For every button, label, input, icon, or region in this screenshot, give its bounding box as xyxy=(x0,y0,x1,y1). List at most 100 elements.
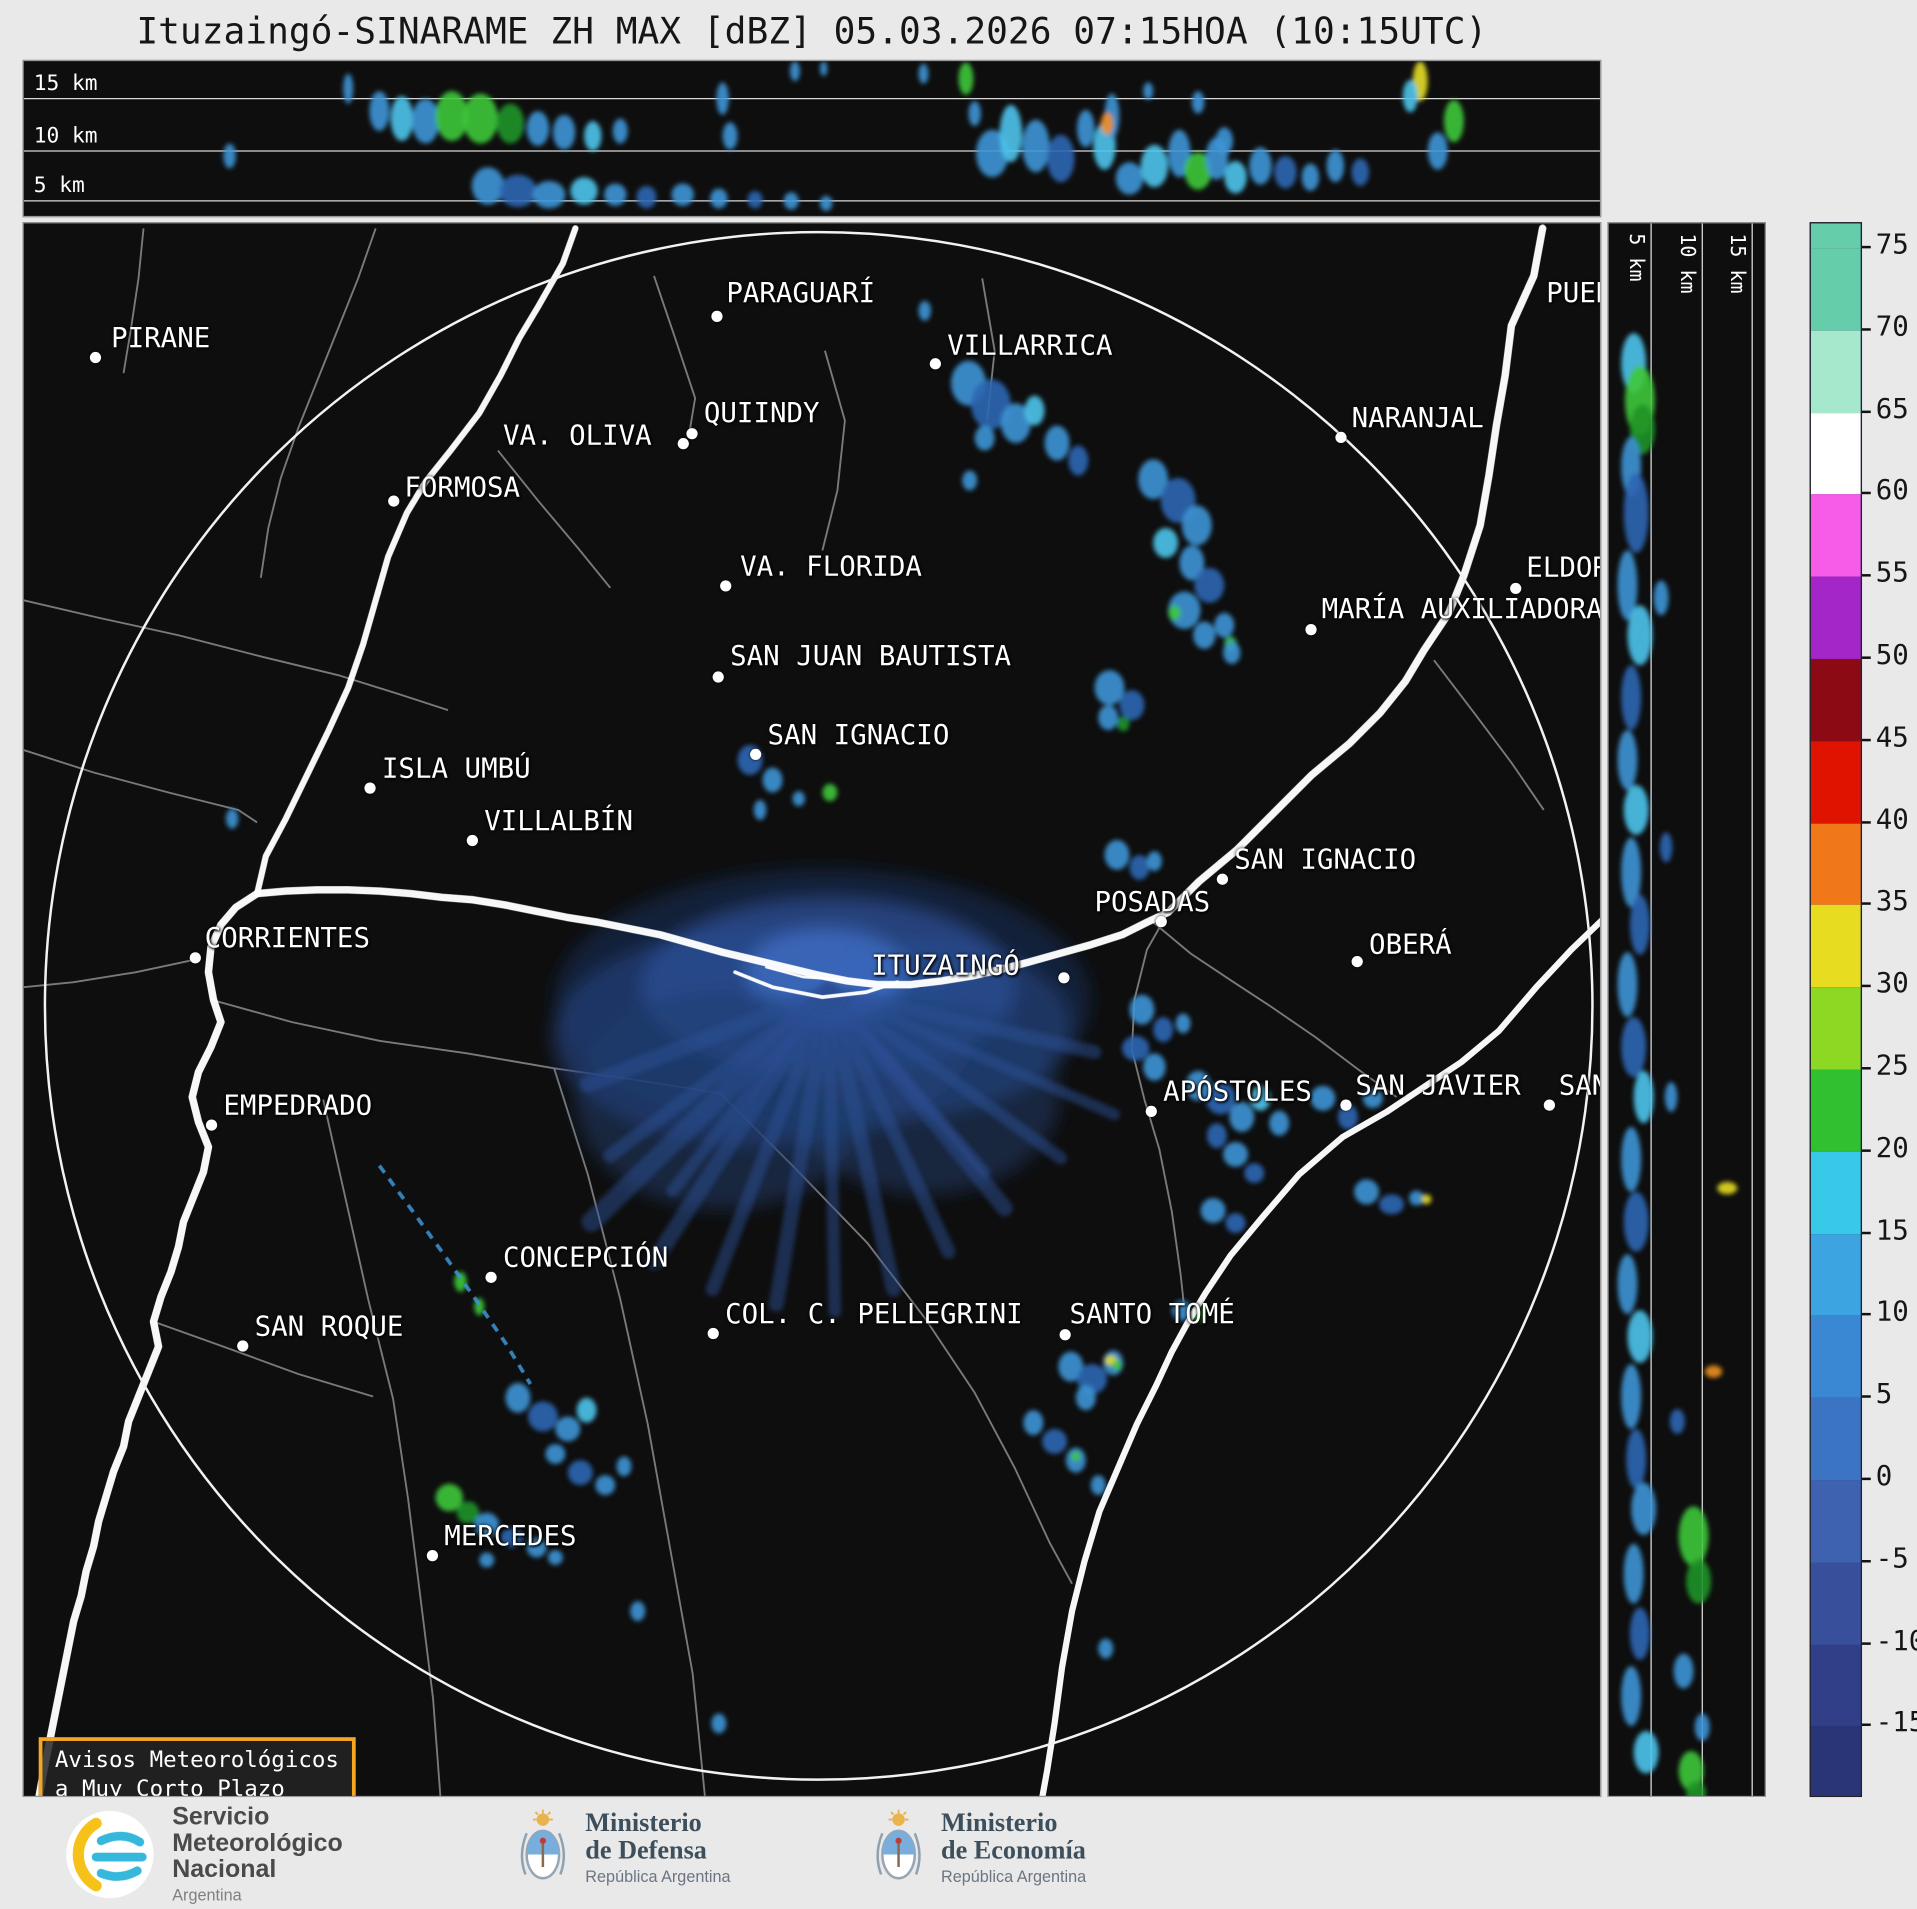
echo-blob xyxy=(1171,1300,1192,1321)
echo-blob xyxy=(1351,158,1370,186)
echo-blob xyxy=(499,174,537,208)
admin-boundary xyxy=(23,749,258,824)
echo-blob xyxy=(1621,665,1642,731)
echo-blob xyxy=(1631,1482,1657,1536)
echo-blob xyxy=(822,783,838,802)
echo-blob xyxy=(604,183,627,206)
city-label: FORMOSA xyxy=(404,472,521,505)
echo-blob xyxy=(1047,134,1075,183)
echo-blob xyxy=(783,192,799,210)
city-dot xyxy=(485,1271,497,1283)
clutter-spoke xyxy=(821,984,956,1259)
admin-boundary xyxy=(1152,921,1398,1098)
echo-blob xyxy=(1362,1088,1383,1109)
echo-blob xyxy=(435,1483,464,1512)
radar-map-plot xyxy=(23,224,1600,1796)
echo-blob xyxy=(1111,1360,1122,1371)
echo-blob xyxy=(1621,1126,1642,1192)
echo-blob xyxy=(1181,505,1212,546)
echo-blob xyxy=(1022,119,1050,173)
city-dot xyxy=(929,358,941,370)
echo-blob xyxy=(1215,127,1234,155)
colorbar-tick-label: 20 xyxy=(1875,1132,1909,1165)
echo-blob xyxy=(390,96,414,142)
colorbar-band-10 xyxy=(1810,1233,1861,1316)
city-label: SAN ROQUE xyxy=(254,1311,404,1343)
echo-blob xyxy=(999,104,1023,163)
city-label: CORRIENTES xyxy=(204,923,370,955)
echo-blob xyxy=(1115,162,1144,195)
echo-blob xyxy=(789,61,800,82)
smn-logo-icon xyxy=(66,1810,154,1899)
clutter-spoke xyxy=(768,983,837,1312)
echo-blob xyxy=(567,1460,593,1486)
echo-blob xyxy=(612,118,628,144)
echo-blob xyxy=(1214,612,1235,638)
colorbar-tick xyxy=(1862,1067,1871,1070)
city-label: APÓSTOLES xyxy=(1163,1077,1312,1109)
city-dot xyxy=(205,1119,218,1131)
colorbar-tick xyxy=(1862,1641,1871,1645)
echo-blob xyxy=(1633,1070,1654,1124)
echo-blob xyxy=(1621,1364,1642,1429)
echo-blob xyxy=(1098,705,1119,731)
echo-blob xyxy=(1629,894,1650,955)
echo-blob xyxy=(1617,1254,1638,1315)
echo-blob xyxy=(1337,1104,1358,1130)
echo-blob xyxy=(1068,445,1089,476)
altitude-label-10km: 10 km xyxy=(33,123,98,149)
echo-blob xyxy=(819,61,828,77)
echo-blob xyxy=(716,82,729,115)
altitude-label-5km: 5 km xyxy=(33,173,85,199)
city-dot xyxy=(711,310,723,322)
echo-blob xyxy=(595,1475,616,1496)
colorbar-tick-label: 10 xyxy=(1875,1297,1909,1329)
altitude-vlabel-5km: 5 km xyxy=(1624,233,1649,282)
echo-blob xyxy=(456,1501,480,1524)
colorbar-tick-label: 15 xyxy=(1875,1215,1909,1247)
colorbar-tick xyxy=(1862,1477,1871,1481)
city-dot xyxy=(677,438,689,450)
warning-line-1: Avisos Meteorológicos xyxy=(54,1747,339,1774)
city-label: QUIINDY xyxy=(703,398,820,430)
city-label: MERCEDES xyxy=(444,1521,577,1553)
echo-blob xyxy=(1244,1163,1265,1184)
economia-line2: de Economía xyxy=(940,1834,1086,1865)
echo-blob xyxy=(1225,1213,1246,1234)
city-label-layer: PIRANE PARAGUARÍ VILLARRICA QUIINDY VA. OLIV… xyxy=(24,223,1600,1795)
echo-blob xyxy=(1633,1730,1659,1774)
colorbar-tick xyxy=(1862,1313,1871,1316)
admin-boundary xyxy=(153,1320,374,1398)
echo-blob xyxy=(1116,716,1130,732)
city-label: POSADAS xyxy=(1094,887,1211,919)
echo-blob xyxy=(1659,832,1673,863)
clutter-spoke xyxy=(823,985,991,1178)
echo-blob xyxy=(1310,1085,1336,1111)
echo-blob xyxy=(547,1550,563,1565)
echo-blob xyxy=(496,103,525,144)
river-reservoir-braid-1 xyxy=(733,970,900,1000)
echo-blob xyxy=(1185,1070,1211,1101)
echo-blob xyxy=(1098,1638,1114,1659)
echo-blob xyxy=(1623,472,1649,553)
echo-blob xyxy=(1617,952,1638,1018)
smn-name-line3: Nacional xyxy=(172,1855,277,1884)
city-dot xyxy=(364,782,376,794)
colorbar-tick-label: 70 xyxy=(1875,311,1909,343)
river-reservoir-braid-2 xyxy=(765,965,843,981)
colorbar-band--5 xyxy=(1810,1480,1861,1563)
echo-blob xyxy=(223,143,236,169)
argentina-coat-of-arms-icon xyxy=(520,1809,566,1880)
echo-blob xyxy=(1669,1408,1685,1434)
city-label: ITUZAINGÓ xyxy=(871,950,1020,983)
city-dot xyxy=(237,1340,249,1352)
city-label: SANTO TOMÉ xyxy=(1069,1299,1235,1331)
echo-blob xyxy=(505,1382,531,1413)
clutter-spoke xyxy=(579,982,837,1093)
echo-blob xyxy=(1143,1053,1166,1081)
radar-title: Ituzaingó-SINARAME ZH MAX [dBZ] 05.03.20… xyxy=(136,9,1488,53)
admin-boundary xyxy=(259,228,377,578)
echo-blob xyxy=(570,177,598,205)
echo-blob xyxy=(532,180,566,209)
